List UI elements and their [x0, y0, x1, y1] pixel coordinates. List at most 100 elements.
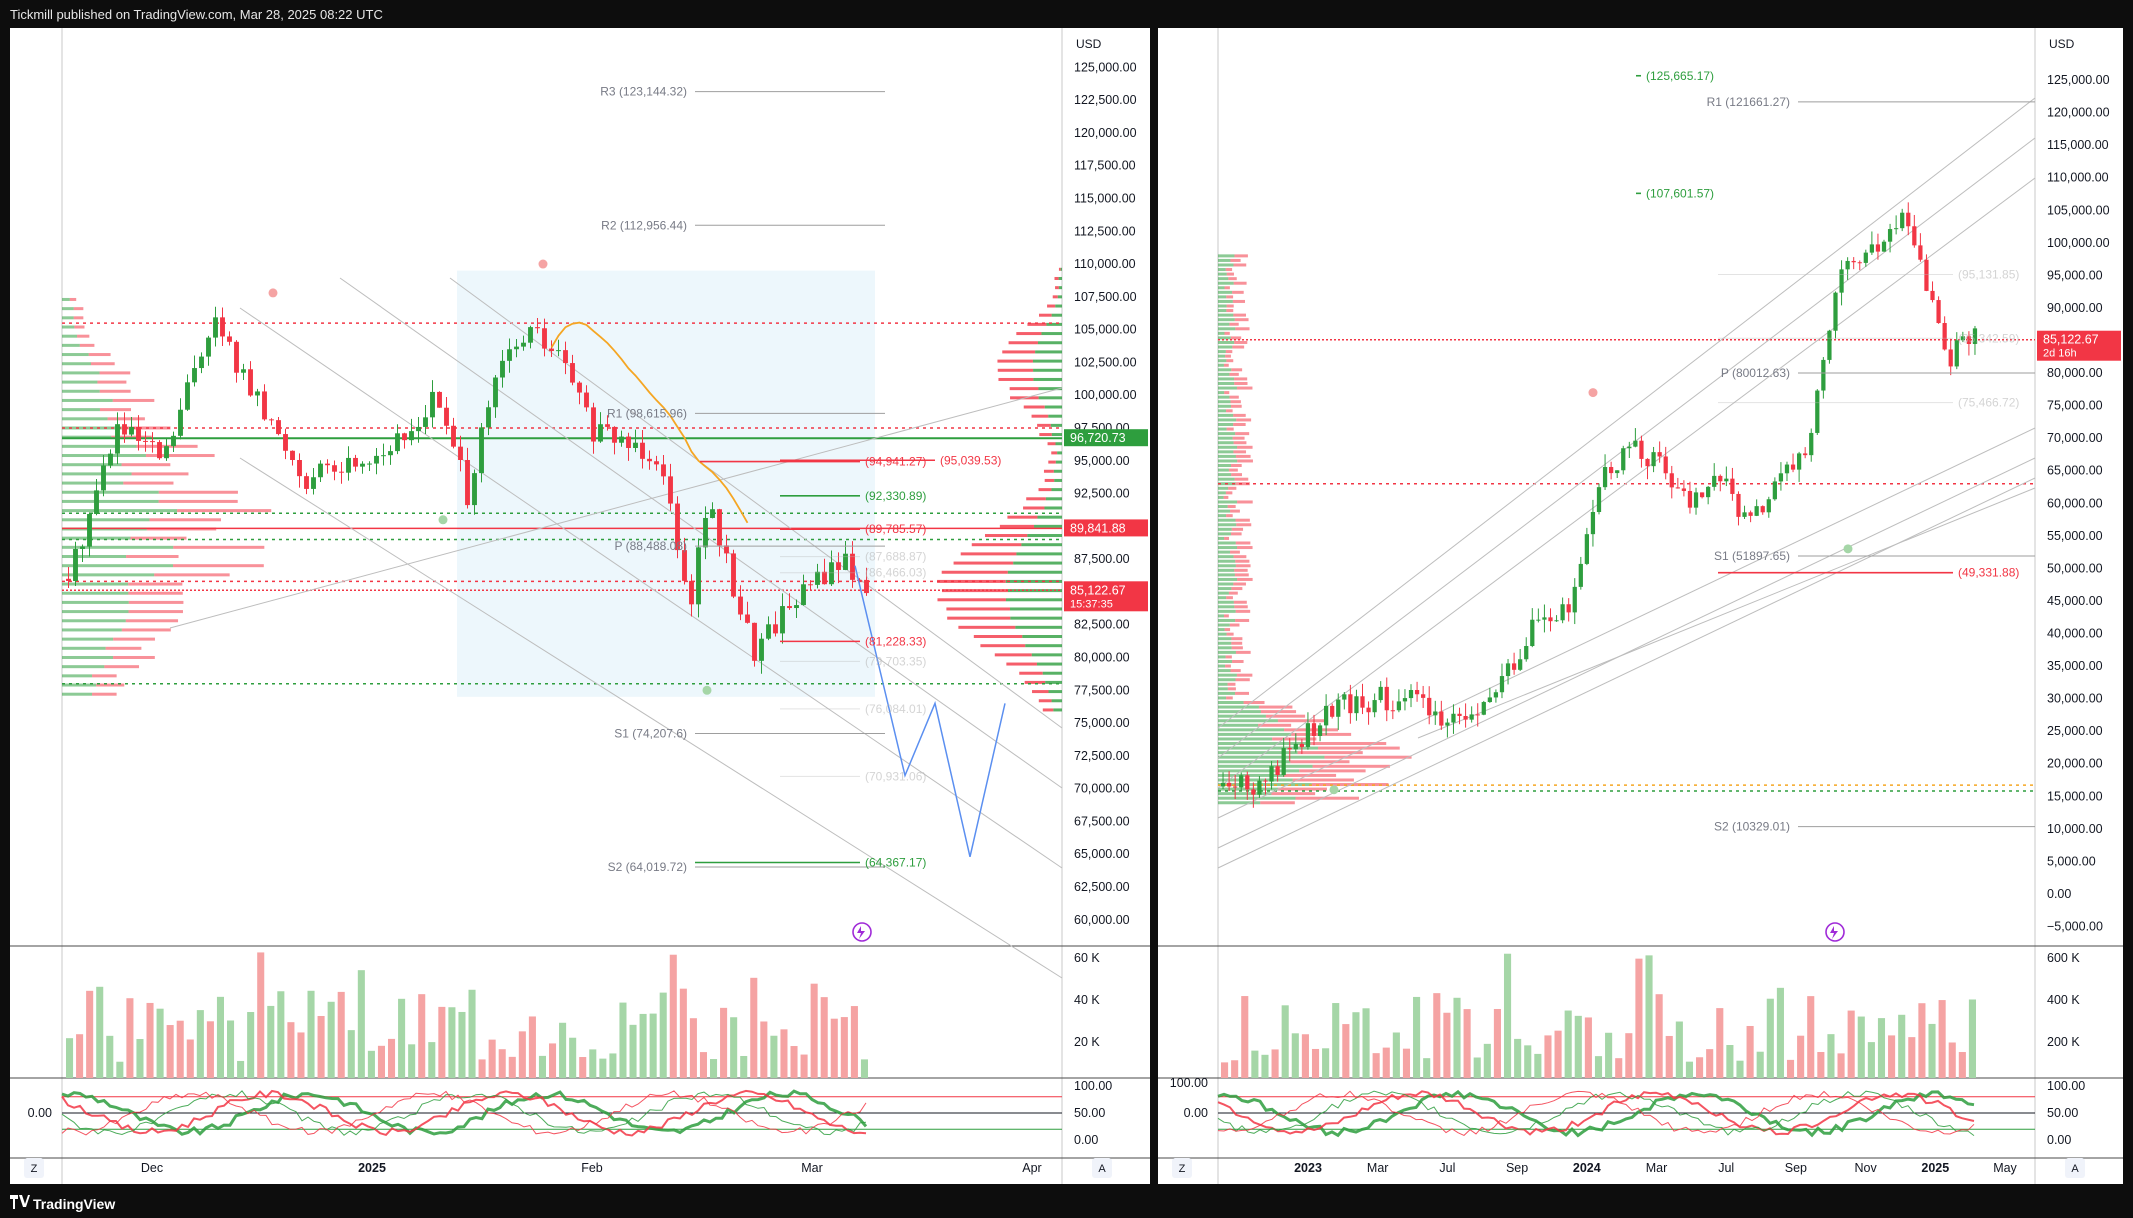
volume-profile-bar: [1051, 699, 1062, 703]
volume-profile-bar: [1218, 268, 1226, 272]
y-tick-label: 125,000.00: [1074, 60, 1137, 74]
candle-body: [94, 490, 99, 514]
volume-bar: [468, 989, 476, 1078]
candle-body: [367, 463, 372, 465]
volume-profile-bar: [1234, 605, 1248, 609]
volume-profile-bar: [1235, 327, 1250, 331]
highlight-zone: [457, 270, 875, 697]
oscillator-line: [61, 1089, 867, 1137]
chart-panel-right[interactable]: USD 125,000.00 120,000.00 115,000.00 110,000…: [1158, 28, 2123, 1184]
volume-profile-bar: [88, 353, 111, 357]
price-badge-countdown: 15:37:35: [1070, 598, 1113, 610]
volume-bar: [166, 1025, 174, 1078]
candle-body: [1881, 241, 1887, 252]
target-label: (85,342.59): [1958, 331, 2019, 345]
volume-profile-bar: [1218, 436, 1233, 440]
volume-profile-bar: [1042, 671, 1062, 675]
target-label: (86,466.03): [865, 566, 926, 580]
volume-bar: [227, 1020, 235, 1078]
volume-bar: [609, 1053, 617, 1078]
volume-bar: [1493, 1008, 1501, 1078]
volume-profile-bar: [62, 307, 74, 311]
oscillator-value-label: 0.00: [1184, 1106, 1208, 1120]
candle-body: [696, 547, 701, 605]
volume-profile-bar: [1218, 760, 1291, 764]
volume-bar: [1483, 1043, 1491, 1078]
volume-bar: [1877, 1018, 1886, 1078]
volume-profile-bar: [1047, 304, 1056, 308]
y-tick-label: 70,000.00: [1074, 782, 1130, 796]
candle-body: [101, 465, 106, 491]
volume-profile-bar: [1218, 477, 1235, 481]
currency-label: USD: [2049, 37, 2075, 51]
volume-profile-bar: [1225, 655, 1232, 659]
price-badge: [2037, 330, 2121, 361]
volume-profile-bar: [1235, 678, 1250, 682]
volume-profile-bar: [1229, 395, 1239, 399]
y-tick-label: 77,500.00: [1074, 683, 1130, 697]
candle-body: [1305, 723, 1311, 747]
volume-profile-bar: [1009, 607, 1062, 611]
candle-body: [1645, 458, 1650, 467]
volume-profile-bar: [1037, 423, 1051, 427]
volume-profile-bar: [1218, 577, 1238, 581]
chart-svg-left[interactable]: USD 125,000.00 122,500.00 120,000.00 117,500…: [10, 28, 1150, 1184]
volume-profile-bar: [105, 646, 142, 650]
volume-profile-bar: [1218, 277, 1229, 281]
y-tick-label: 15,000.00: [2047, 789, 2103, 803]
candle-body: [241, 369, 246, 373]
volume-profile-bar: [1218, 723, 1259, 727]
volume-profile-bar: [1218, 254, 1235, 258]
candle-body: [1857, 262, 1862, 264]
candle-body: [1863, 252, 1868, 263]
volume-profile-bar: [1233, 441, 1247, 445]
volume-profile-bar: [1218, 386, 1237, 390]
volume-profile-bar: [1230, 669, 1241, 673]
candle-body: [1257, 780, 1262, 795]
volume-profile-bar: [1218, 495, 1224, 499]
volume-profile-bar: [1232, 290, 1244, 294]
candle-body: [1536, 619, 1541, 621]
volume-profile-bar: [1224, 286, 1230, 290]
volume-bar: [237, 1060, 245, 1078]
candle-body: [507, 349, 512, 361]
volume-profile-bar: [1218, 773, 1283, 777]
target-label: (75,466.72): [1958, 396, 2019, 410]
volume-profile-bar: [1054, 276, 1059, 280]
candle-body: [1663, 456, 1668, 474]
volume-profile-bar: [1218, 628, 1225, 632]
volume-bar: [1847, 1010, 1855, 1078]
volume-bar: [710, 1059, 718, 1078]
y-tick-label: 35,000.00: [2047, 659, 2103, 673]
volume-bar: [1696, 1057, 1704, 1078]
volume-bar: [307, 990, 315, 1078]
volume-profile-bar: [1218, 313, 1234, 317]
candle-body: [1275, 766, 1280, 776]
volume-bar: [1888, 1035, 1896, 1078]
volume-bar: [357, 970, 365, 1078]
y-tick-label: 125,000.00: [2047, 73, 2110, 87]
volume-profile-bar: [62, 683, 97, 687]
chart-panel-left[interactable]: USD 125,000.00 122,500.00 120,000.00 117,500…: [10, 28, 1150, 1184]
volume-profile-bar: [1236, 386, 1253, 390]
volume-bar: [1352, 1012, 1360, 1078]
volume-profile-bar: [1226, 304, 1234, 308]
volume-bar: [569, 1037, 577, 1078]
volume-profile-bar: [1218, 368, 1232, 372]
candle-body: [430, 391, 435, 418]
volume-bar: [800, 1054, 808, 1078]
volume-profile-bar: [1218, 564, 1236, 568]
y-tick-label: 117,500.00: [1074, 159, 1136, 173]
volume-profile-bar: [1023, 405, 1045, 409]
chart-svg-right[interactable]: USD 125,000.00 120,000.00 115,000.00 110,000…: [1158, 28, 2123, 1184]
pivot-label: S1 (74,207.6): [614, 726, 687, 740]
price-badge-text: 85,122.67: [2043, 333, 2099, 347]
volume-profile-bar: [62, 637, 114, 641]
volume-tick-label: 200 K: [2047, 1035, 2080, 1049]
volume-profile-bar: [1225, 350, 1233, 354]
pivot-label: R1 (98,615.96): [607, 406, 687, 420]
volume-profile-bar: [1229, 372, 1239, 376]
volume-profile-bar: [1218, 641, 1232, 645]
volume-bar: [176, 1020, 184, 1078]
volume-profile-bar: [1218, 299, 1233, 303]
